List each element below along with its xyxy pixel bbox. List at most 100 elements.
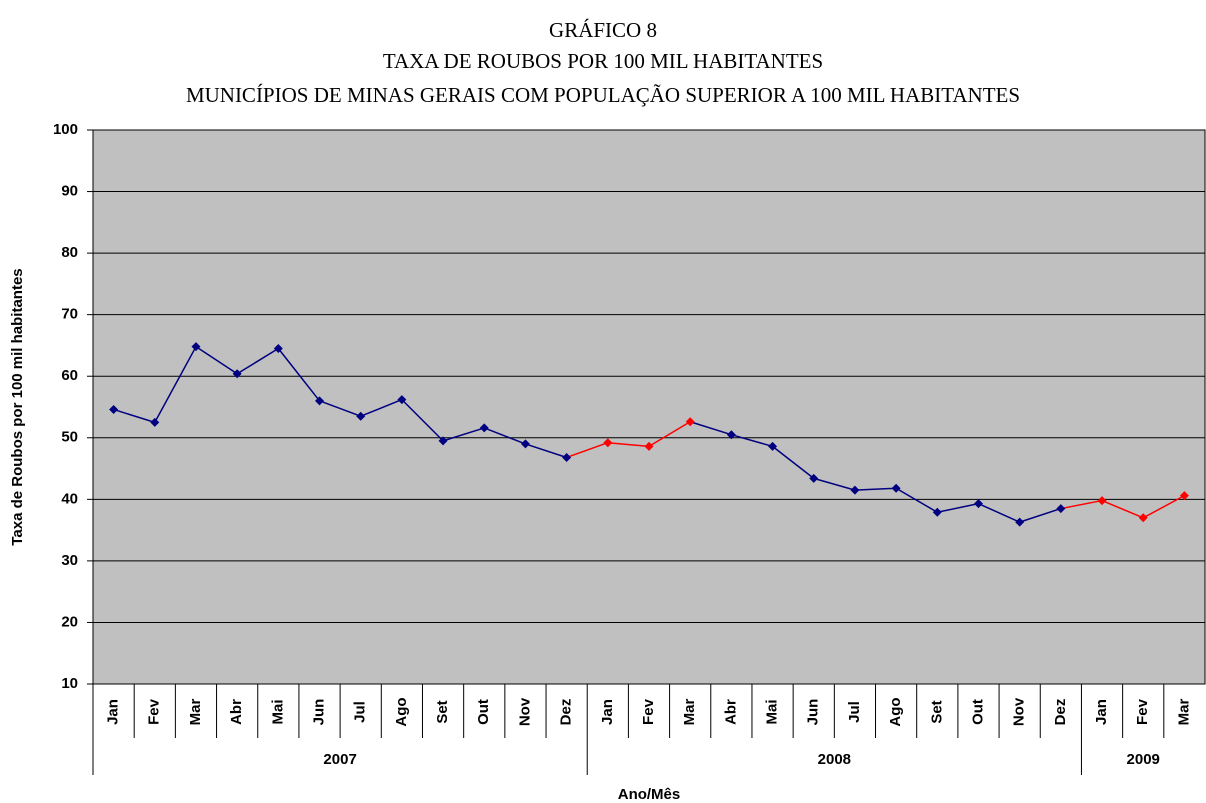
line-segment <box>360 398 403 417</box>
marker <box>644 441 654 451</box>
y-tick-label: 30 <box>61 552 78 569</box>
x-tick-label: Nov <box>516 697 533 726</box>
x-tick-label: Mar <box>187 699 204 726</box>
y-axis-title: Taxa de Roubos por 100 mil habitantes <box>9 268 26 545</box>
line-segment <box>277 348 321 402</box>
x-tick-label: Jan <box>105 699 122 725</box>
line-segment <box>1019 507 1062 523</box>
chart-subtitle: MUNICÍPIOS DE MINAS GERAIS COM POPULAÇÃO… <box>186 83 1020 107</box>
x-tick-label: Dez <box>558 699 575 726</box>
line-segment <box>401 399 444 442</box>
y-tick-label: 20 <box>61 613 78 630</box>
x-tick-label: Jul <box>846 701 863 723</box>
marker <box>891 483 901 493</box>
x-tick-label: Mai <box>764 699 781 724</box>
x-tick-label: Out <box>475 699 492 725</box>
line-segment <box>483 427 526 445</box>
marker <box>973 499 983 509</box>
marker <box>685 417 695 427</box>
line-segment <box>1142 494 1185 519</box>
marker <box>1097 496 1107 506</box>
x-tick-label: Abr <box>228 699 245 725</box>
marker <box>768 441 778 451</box>
line-segment <box>525 443 567 459</box>
line-segment <box>648 421 691 448</box>
line-segment <box>154 346 197 423</box>
y-tick-label: 60 <box>61 367 78 384</box>
x-tick-label: Ago <box>887 697 904 726</box>
x-tick-label: Fev <box>640 698 657 725</box>
x-group-label: 2007 <box>323 751 356 768</box>
x-tick-label: Fev <box>146 698 163 725</box>
y-tick-label: 40 <box>61 490 78 507</box>
line-segment <box>607 441 650 448</box>
chart-title: GRÁFICO 8 <box>549 18 657 42</box>
x-tick-label: Nov <box>1011 697 1028 726</box>
x-tick-label: Abr <box>722 699 739 725</box>
y-tick-label: 50 <box>61 429 78 446</box>
marker <box>356 411 366 421</box>
marker <box>1179 491 1189 501</box>
line-segment <box>1060 499 1103 510</box>
line-segment <box>978 502 1020 523</box>
marker <box>562 452 572 462</box>
line-segment <box>731 433 773 448</box>
x-tick-label: Mai <box>269 699 286 724</box>
marker <box>150 417 160 427</box>
x-tick-label: Set <box>928 700 945 723</box>
line-segment <box>1101 499 1144 519</box>
line-segment <box>854 487 897 491</box>
x-tick-label: Ago <box>393 697 410 726</box>
marker <box>232 369 242 379</box>
x-tick-label: Set <box>434 700 451 723</box>
plot-area <box>92 129 1206 685</box>
marker <box>520 439 530 449</box>
marker <box>809 473 819 483</box>
y-tick-label: 100 <box>53 121 78 138</box>
x-tick-label: Fev <box>1134 698 1151 725</box>
x-axis-title: Ano/Mês <box>618 786 681 803</box>
marker <box>603 438 613 448</box>
x-tick-label: Jul <box>352 701 369 723</box>
marker <box>397 395 407 405</box>
x-tick-label: Out <box>969 699 986 725</box>
marker <box>726 430 736 440</box>
line-segment <box>689 421 732 436</box>
line-segment <box>566 441 609 459</box>
line-segment <box>319 400 361 417</box>
marker <box>109 404 119 414</box>
line-segment <box>113 408 156 424</box>
x-tick-label: Jun <box>805 699 822 726</box>
marker <box>1138 513 1148 523</box>
line-segment <box>813 477 856 491</box>
y-tick-label: 10 <box>61 675 78 692</box>
chart-subtitle: TAXA DE ROUBOS POR 100 MIL HABITANTES <box>383 49 823 73</box>
x-tick-label: Jan <box>599 699 616 725</box>
marker <box>479 423 489 433</box>
marker <box>191 342 201 352</box>
marker <box>438 436 448 446</box>
line-segment <box>937 502 979 513</box>
x-tick-label: Jan <box>1093 699 1110 725</box>
line-segment <box>195 346 238 375</box>
marker <box>315 396 325 406</box>
marker <box>273 344 283 354</box>
line-segment <box>772 445 815 479</box>
y-tick-label: 90 <box>61 183 78 200</box>
y-tick-label: 70 <box>61 306 78 323</box>
x-tick-label: Jun <box>310 699 327 726</box>
marker <box>932 507 942 517</box>
marker <box>1015 517 1025 527</box>
x-group-label: 2008 <box>818 751 851 768</box>
marker <box>1056 504 1066 514</box>
line-segment <box>236 347 279 375</box>
line-segment <box>442 427 485 442</box>
x-tick-label: Mar <box>1175 699 1192 726</box>
x-tick-label: Mar <box>681 699 698 726</box>
x-group-label: 2009 <box>1127 751 1160 768</box>
line-segment <box>895 487 938 513</box>
marker <box>850 485 860 495</box>
x-tick-label: Dez <box>1052 699 1069 726</box>
